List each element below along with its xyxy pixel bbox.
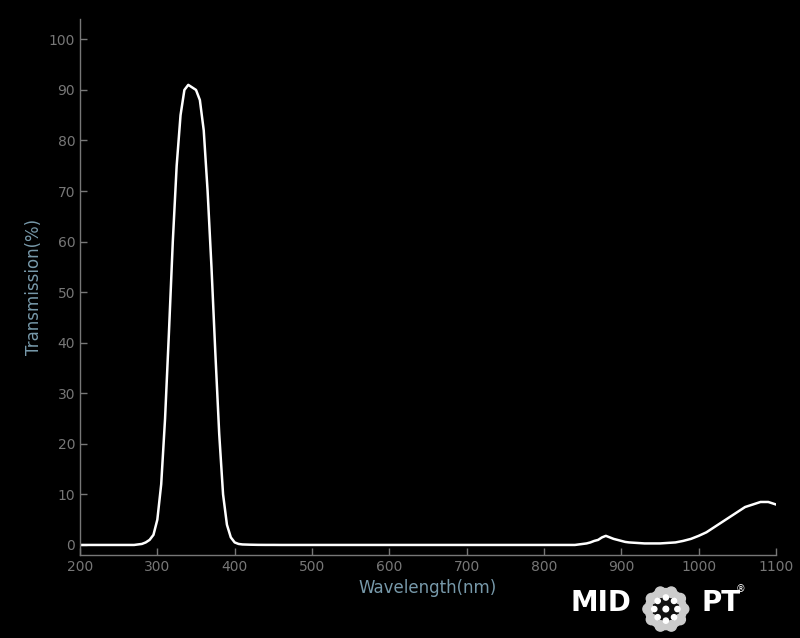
Y-axis label: Transmission(%): Transmission(%): [26, 219, 43, 355]
Circle shape: [643, 604, 654, 614]
Circle shape: [649, 592, 682, 626]
Circle shape: [652, 607, 657, 612]
Circle shape: [656, 599, 675, 619]
X-axis label: Wavelength(nm): Wavelength(nm): [359, 579, 497, 597]
Text: PT: PT: [702, 589, 741, 617]
Circle shape: [655, 598, 660, 604]
Text: ®: ®: [735, 584, 745, 594]
Circle shape: [655, 621, 666, 631]
Circle shape: [663, 606, 669, 612]
Circle shape: [655, 614, 660, 620]
Circle shape: [646, 614, 657, 625]
Circle shape: [671, 598, 677, 604]
Circle shape: [646, 593, 657, 604]
Text: MID: MID: [571, 589, 632, 617]
Circle shape: [646, 588, 686, 630]
Circle shape: [666, 621, 677, 631]
Circle shape: [674, 607, 680, 612]
Circle shape: [663, 595, 669, 600]
Circle shape: [671, 614, 677, 620]
Circle shape: [675, 614, 686, 625]
Circle shape: [663, 618, 669, 623]
Circle shape: [666, 587, 677, 597]
Circle shape: [675, 593, 686, 604]
Circle shape: [655, 587, 666, 597]
Circle shape: [678, 604, 689, 614]
